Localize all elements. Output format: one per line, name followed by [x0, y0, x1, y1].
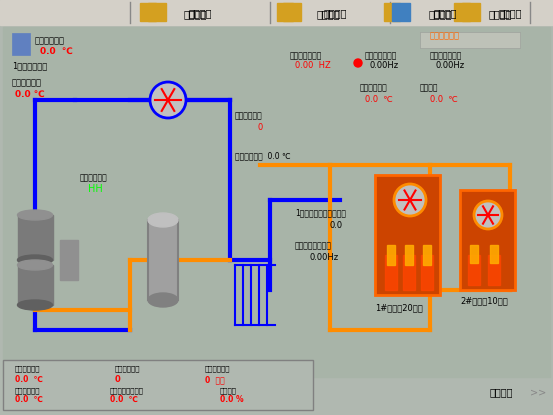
Text: 1号锅炉供水温度设定值: 1号锅炉供水温度设定值 [295, 208, 346, 217]
Text: 1号护外报设备: 1号护外报设备 [12, 61, 47, 70]
Text: 炉排电机输出频率: 炉排电机输出频率 [295, 241, 332, 250]
Bar [140, 3, 156, 21]
Text: 报表查询: 报表查询 [498, 8, 521, 18]
Bar [460, 190, 515, 290]
Text: 锅炉出水温度: 锅炉出水温度 [360, 83, 388, 92]
Text: 0: 0 [258, 123, 263, 132]
Bar [277, 3, 293, 21]
Text: 0.0  ℃: 0.0 ℃ [15, 375, 43, 384]
Bar [3, 27, 550, 377]
Text: 0.00  HZ: 0.00 HZ [295, 61, 331, 70]
Text: 0.0  ℃: 0.0 ℃ [110, 395, 138, 404]
Text: 给水泵输出频率: 给水泵输出频率 [290, 51, 322, 60]
Bar [375, 175, 440, 295]
Text: 监视画面: 监视画面 [183, 9, 207, 19]
Text: 趋势曲线: 趋势曲线 [433, 8, 457, 18]
Ellipse shape [18, 210, 53, 220]
Text: 锅炉出水温度: 锅炉出水温度 [235, 111, 263, 120]
Circle shape [474, 201, 502, 229]
Text: 一期供水温度: 一期供水温度 [15, 365, 40, 371]
Ellipse shape [148, 293, 178, 307]
Bar [18, 215, 53, 260]
Text: 0.0  ℃: 0.0 ℃ [15, 395, 43, 404]
Text: 锅炉供水温度  0.0 ℃: 锅炉供水温度 0.0 ℃ [235, 151, 291, 160]
Text: 应当供找水温度差: 应当供找水温度差 [110, 387, 144, 393]
Text: 0.0 ℃: 0.0 ℃ [15, 90, 45, 98]
Bar [3, 360, 313, 410]
Bar [283, 3, 301, 21]
Bar [470, 245, 478, 263]
Text: 用户平均能热: 用户平均能热 [80, 173, 108, 182]
Text: 0.00Hz: 0.00Hz [435, 61, 464, 70]
Text: 0: 0 [115, 375, 121, 384]
Text: 锅炉效率: 锅炉效率 [220, 387, 237, 393]
Circle shape [394, 184, 426, 216]
Text: 2#锅炉（10吨）: 2#锅炉（10吨） [460, 296, 508, 305]
Text: 排烟温度: 排烟温度 [420, 83, 439, 92]
Text: 二期供水温度: 二期供水温度 [15, 387, 40, 393]
Bar [384, 3, 400, 21]
Text: 引风机输出频率: 引风机输出频率 [365, 51, 398, 60]
Bar [468, 255, 480, 285]
Text: 0.00Hz: 0.00Hz [370, 61, 399, 70]
Bar [60, 240, 78, 280]
Ellipse shape [148, 213, 178, 227]
Bar [403, 255, 415, 290]
Ellipse shape [18, 300, 53, 310]
Text: 报警查询: 报警查询 [324, 8, 347, 18]
Circle shape [354, 59, 362, 67]
Text: 0.0  ℃: 0.0 ℃ [365, 95, 393, 104]
Bar [420, 32, 520, 48]
Bar [148, 3, 166, 21]
Bar [0, 0, 553, 25]
Text: 热网回水温度: 热网回水温度 [12, 78, 42, 87]
Bar [392, 3, 410, 21]
Bar [12, 33, 30, 55]
Circle shape [150, 82, 186, 118]
Text: 0.0  ℃: 0.0 ℃ [40, 46, 73, 56]
Text: 报表查询: 报表查询 [488, 9, 512, 19]
Bar [423, 245, 431, 265]
Text: НН: НН [88, 184, 103, 194]
Text: 报警查询: 报警查询 [316, 9, 340, 19]
Text: 实时参数显示: 实时参数显示 [430, 31, 460, 40]
Text: >>: >> [530, 387, 546, 397]
Ellipse shape [18, 255, 53, 265]
Bar [387, 245, 395, 265]
Text: 室外天气温度: 室外天气温度 [35, 37, 65, 46]
Text: 监视画面: 监视画面 [188, 8, 212, 18]
Text: 锅炉出水温量: 锅炉出水温量 [115, 365, 140, 371]
Bar [488, 255, 500, 285]
Text: 0.0: 0.0 [330, 221, 343, 230]
Bar [421, 255, 433, 290]
Text: 0.0  ℃: 0.0 ℃ [430, 95, 458, 104]
Bar [405, 245, 413, 265]
Bar [385, 255, 397, 290]
Text: 趋势曲线: 趋势曲线 [428, 9, 452, 19]
Text: 鼓风机输出频率: 鼓风机输出频率 [430, 51, 462, 60]
Bar [462, 3, 480, 21]
Bar [454, 3, 470, 21]
Bar [490, 245, 498, 263]
Bar [18, 265, 53, 305]
Ellipse shape [18, 260, 53, 270]
Text: 0  千千: 0 千千 [205, 375, 225, 384]
Text: 参数设置: 参数设置 [490, 387, 514, 397]
Bar [148, 220, 178, 300]
Text: 0.00Hz: 0.00Hz [310, 253, 339, 262]
Text: 1#锅炉（20吨）: 1#锅炉（20吨） [375, 303, 422, 312]
Text: 0.0 %: 0.0 % [220, 395, 244, 404]
Text: 锅炉输出能量: 锅炉输出能量 [205, 365, 231, 371]
